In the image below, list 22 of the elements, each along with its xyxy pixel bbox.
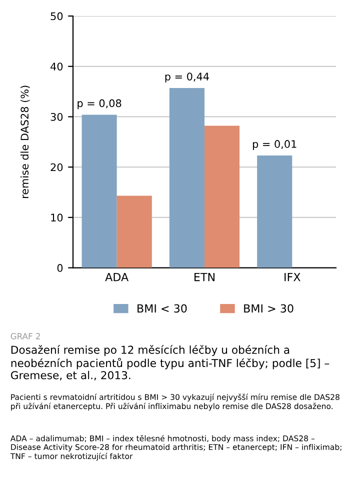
bar (257, 156, 292, 268)
bar (116, 196, 152, 268)
x-tick-label: ADA (105, 272, 129, 282)
y-tick-label: 30 (50, 112, 63, 121)
legend-label: BMI > 30 (244, 304, 294, 313)
y-tick-label: 50 (50, 12, 63, 20)
y-tick-label: 0 (57, 264, 63, 272)
annotation: p = 0,01 (252, 140, 296, 150)
y-axis-title: remise dle DAS28 (%) (20, 86, 30, 198)
annotation: p = 0,44 (165, 72, 209, 82)
x-tick-label: ETN (194, 272, 214, 282)
text: GRAF 2 (10, 333, 40, 340)
legend-label: BMI < 30 (138, 304, 187, 313)
bar (204, 126, 240, 268)
annotation: p = 0,08 (78, 99, 122, 110)
bar (169, 88, 204, 268)
text: Dosažení remise po 12 měsících léčby u obézních a neobézních pacientů podle typu anti-TNF léčby; podle [5] – Gremese, et al., 2013. (10, 345, 330, 380)
bar (82, 114, 117, 268)
y-tick-label: 20 (50, 163, 63, 172)
x-tick-label: IFX (284, 272, 300, 282)
y-tick-label: 10 (51, 214, 63, 222)
y-tick-label: 40 (50, 62, 63, 70)
